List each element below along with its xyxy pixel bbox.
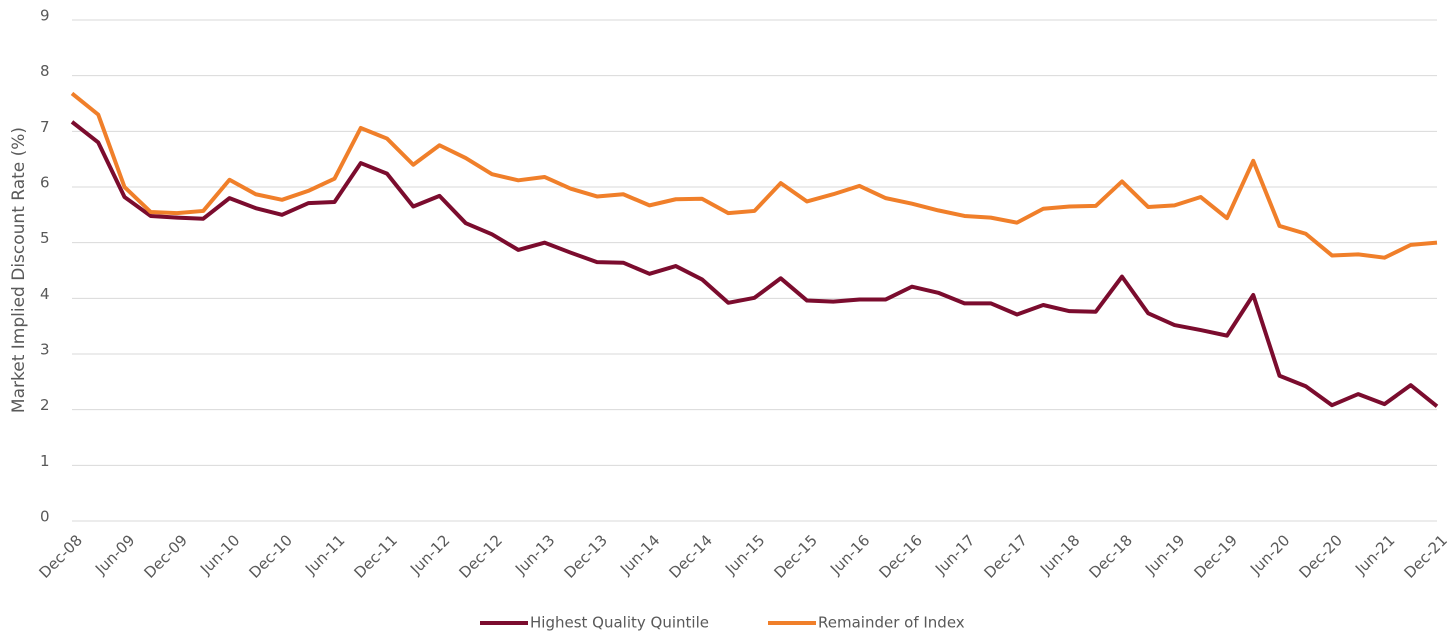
- x-tick-label: Jun-12: [406, 531, 453, 578]
- x-tick-label: Dec-21: [1400, 531, 1448, 582]
- x-tick-label: Dec-17: [980, 531, 1031, 582]
- y-tick-label: 1: [40, 452, 50, 470]
- y-tick-label: 8: [40, 62, 50, 80]
- x-tick-label: Dec-16: [875, 531, 926, 582]
- y-tick-label: 3: [40, 341, 50, 359]
- x-tick-label: Dec-18: [1085, 531, 1136, 582]
- x-tick-label: Dec-13: [560, 531, 611, 582]
- x-tick-label: Dec-20: [1295, 531, 1346, 582]
- x-tick-label: Jun-09: [91, 531, 138, 578]
- series-line: [70, 91, 1438, 260]
- x-tick-label: Dec-19: [1190, 531, 1241, 582]
- x-tick-label: Jun-18: [1036, 531, 1083, 578]
- x-tick-label: Dec-09: [140, 531, 191, 582]
- y-tick-label: 9: [40, 7, 50, 25]
- x-tick-label: Jun-13: [511, 531, 558, 578]
- y-tick-label: 7: [40, 118, 50, 136]
- x-tick-label: Dec-10: [245, 531, 296, 582]
- x-tick-label: Jun-17: [931, 531, 978, 578]
- y-tick-label: 2: [40, 396, 50, 414]
- y-tick-label: 0: [40, 508, 50, 526]
- x-tick-label: Jun-16: [826, 531, 873, 578]
- x-tick-label: Jun-21: [1351, 531, 1398, 578]
- x-tick-label: Dec-08: [35, 531, 86, 582]
- x-tick-label: Jun-14: [616, 531, 663, 578]
- y-tick-label: 4: [40, 285, 50, 303]
- y-tick-label: 5: [40, 229, 50, 247]
- legend-label: Highest Quality Quintile: [530, 614, 709, 632]
- x-tick-label: Jun-19: [1141, 531, 1188, 578]
- x-tick-label: Dec-15: [770, 531, 821, 582]
- x-tick-label: Dec-14: [665, 531, 716, 582]
- x-tick-label: Jun-20: [1246, 531, 1293, 578]
- x-tick-label: Jun-15: [721, 531, 768, 578]
- y-tick-label: 6: [40, 174, 50, 192]
- legend-label: Remainder of Index: [818, 614, 965, 632]
- x-tick-label: Jun-11: [301, 531, 348, 578]
- x-tick-label: Dec-11: [350, 531, 401, 582]
- x-tick-label: Jun-10: [196, 531, 243, 578]
- series-line: [70, 120, 1439, 408]
- y-axis-title: Market Implied Discount Rate (%): [9, 127, 29, 413]
- x-tick-label: Dec-12: [455, 531, 506, 582]
